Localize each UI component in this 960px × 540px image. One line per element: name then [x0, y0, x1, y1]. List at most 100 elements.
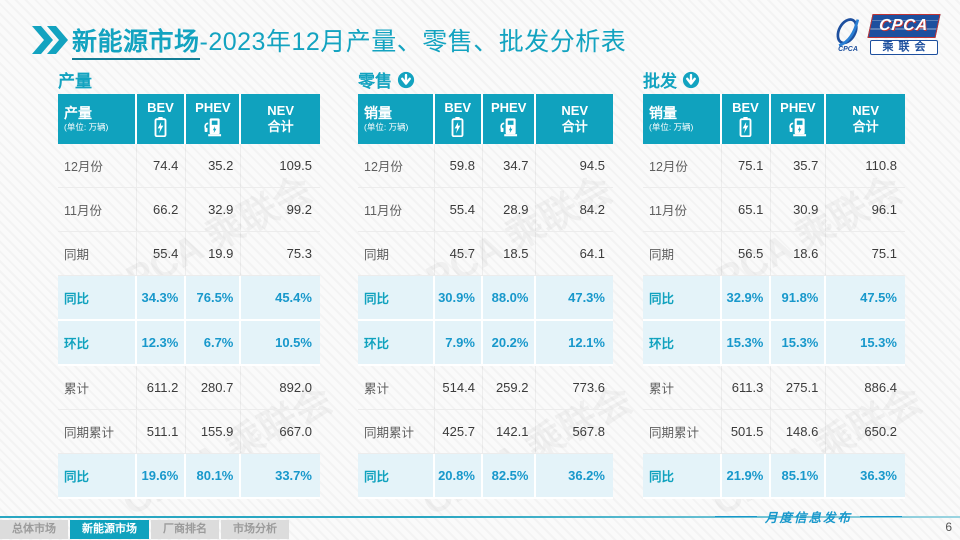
page-number: 6 [945, 520, 952, 534]
cell-value: 567.8 [572, 424, 605, 439]
cell-value: 84.2 [579, 202, 605, 217]
row-label: 同期 [643, 232, 722, 275]
logo-swirl-caption: CPCA [838, 46, 858, 53]
cell-value: 155.9 [186, 410, 241, 453]
table-row: 同期 56.5 18.6 75.1 [643, 232, 905, 276]
table-row: 环比 12.3% 6.7% 10.5% [58, 321, 320, 366]
table-row: 11月份 55.4 28.9 84.2 [358, 188, 613, 232]
cell-value: 88.0% [483, 276, 537, 319]
bev-label: BEV [444, 99, 472, 115]
logo-text-block: CPCA 乘联会 [867, 14, 941, 55]
logo-subtitle: 乘联会 [870, 40, 938, 55]
row-label: 同比 [58, 454, 137, 497]
logo-banner: CPCA [867, 14, 941, 38]
nev-label: NEV 合计 [852, 102, 880, 134]
nev-label: NEV 合计 [267, 102, 295, 134]
cell-value: 99.2 [286, 202, 312, 217]
cell-value: 33.7% [275, 468, 312, 483]
cell-value: 425.7 [435, 410, 483, 453]
page-title-bold: 新能源市场 [72, 28, 200, 60]
charging-pump-icon [204, 118, 222, 137]
row-label: 累计 [58, 366, 137, 409]
cell-value: 886.4 [864, 380, 897, 395]
header-cell-label: 销量 (单位: 万辆) [358, 94, 435, 144]
header-cell-label: 销量 (单位: 万辆) [643, 94, 722, 144]
charging-pump-icon [789, 118, 807, 137]
cell-value: 259.2 [483, 366, 537, 409]
cell-value: 55.4 [137, 232, 187, 275]
cell-value: 15.3% [860, 335, 897, 350]
cell-value: 64.1 [579, 246, 605, 261]
cell-value: 74.4 [137, 144, 187, 187]
tab-market-analysis[interactable]: 市场分析 [221, 520, 289, 539]
cell-value: 19.6% [137, 454, 187, 497]
cell-value: 142.1 [483, 410, 537, 453]
footer-note-line-left [714, 516, 757, 517]
production-section-head: 产量 [58, 68, 320, 91]
row-label: 同比 [643, 454, 722, 497]
cell-value: 18.6 [771, 232, 826, 275]
table-row: 12月份 74.4 35.2 109.5 [58, 144, 320, 188]
logo-banner-text: CPCA [878, 17, 930, 34]
table-row: 同比 30.9% 88.0% 47.3% [358, 276, 613, 321]
production-table: 产量 (单位: 万辆) BEV PHEV NEV 合计 12月份 74.4 35.2 1… [58, 94, 320, 499]
cell-value: 30.9% [435, 276, 483, 319]
row-label: 同期累计 [643, 410, 722, 453]
down-arrow-icon [682, 71, 700, 88]
header-cell-phev: PHEV [771, 94, 827, 144]
bev-label: BEV [732, 99, 759, 115]
row-label: 累计 [358, 366, 435, 409]
header-cell-nev: NEV 合计 [536, 94, 613, 144]
header-cell-phev: PHEV [482, 94, 537, 144]
table-row: 累计 514.4 259.2 773.6 [358, 366, 613, 410]
table-row: 累计 611.3 275.1 886.4 [643, 366, 905, 410]
retail-panel: 零售 销量 (单位: 万辆) BEV PHEV NEV 合计 12月份 59.8 34… [358, 68, 613, 499]
cell-value: 34.3% [137, 276, 187, 319]
row-label: 环比 [643, 321, 722, 364]
footer-note-line-right [860, 516, 902, 517]
cell-value: 148.6 [771, 410, 826, 453]
footer-note: 月度信息发布 [714, 507, 902, 526]
cell-value: 892.0 [279, 380, 312, 395]
cell-value: 85.1% [771, 454, 826, 497]
header-label: 销量 [649, 104, 677, 121]
row-label: 同期累计 [58, 410, 137, 453]
battery-icon [154, 117, 167, 138]
title-bar: 新能源市场-2023年12月产量、零售、批发分析表 [30, 22, 626, 60]
footer-nav-tabs: 总体市场 新能源市场 厂商排名 市场分析 [0, 520, 289, 539]
table-row: 同期累计 501.5 148.6 650.2 [643, 410, 905, 454]
row-label: 12月份 [643, 144, 722, 187]
cell-value: 35.7 [771, 144, 826, 187]
wholesale-table-header: 销量 (单位: 万辆) BEV PHEV NEV 合计 [643, 94, 905, 144]
phev-label: PHEV [195, 99, 231, 115]
cell-value: 6.7% [186, 321, 241, 364]
row-label: 同比 [58, 276, 137, 319]
charging-pump-icon [500, 118, 518, 137]
cell-value: 75.1 [722, 144, 772, 187]
battery-icon [739, 117, 752, 138]
cell-value: 611.2 [137, 366, 187, 409]
cell-value: 32.9% [722, 276, 772, 319]
cell-value: 12.3% [137, 321, 187, 364]
down-arrow-icon [397, 71, 415, 88]
header-cell-bev: BEV [434, 94, 483, 144]
retail-table-body: 12月份 59.8 34.7 94.5 11月份 55.4 28.9 84.2 同期 45.7 18… [358, 144, 613, 499]
row-label: 11月份 [58, 188, 137, 231]
table-row: 环比 15.3% 15.3% 15.3% [643, 321, 905, 366]
cell-value: 47.5% [860, 290, 897, 305]
nev-label: NEV 合计 [561, 102, 589, 134]
tab-nev-market[interactable]: 新能源市场 [70, 520, 149, 539]
cell-value: 280.7 [186, 366, 241, 409]
cell-value: 55.4 [435, 188, 483, 231]
cell-value: 56.5 [722, 232, 772, 275]
cell-value: 76.5% [186, 276, 241, 319]
row-label: 同期累计 [358, 410, 435, 453]
row-label: 12月份 [58, 144, 137, 187]
cell-value: 75.3 [286, 246, 312, 261]
cell-value: 28.9 [483, 188, 537, 231]
cell-value: 20.8% [435, 454, 483, 497]
cell-value: 45.4% [275, 290, 312, 305]
tab-overall-market[interactable]: 总体市场 [0, 520, 68, 539]
retail-table-header: 销量 (单位: 万辆) BEV PHEV NEV 合计 [358, 94, 613, 144]
tab-oem-ranking[interactable]: 厂商排名 [151, 520, 219, 539]
